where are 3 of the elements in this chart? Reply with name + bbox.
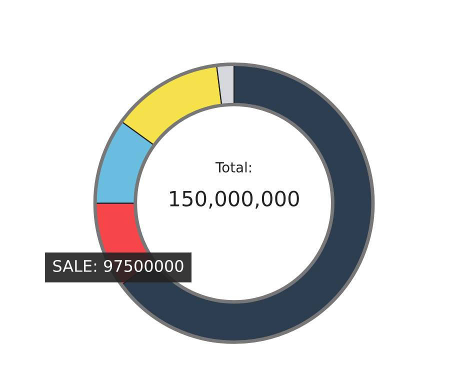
text: Total:	[215, 162, 251, 173]
text: SALE: 97500000	[53, 260, 184, 272]
text: 150,000,000	[170, 190, 299, 209]
